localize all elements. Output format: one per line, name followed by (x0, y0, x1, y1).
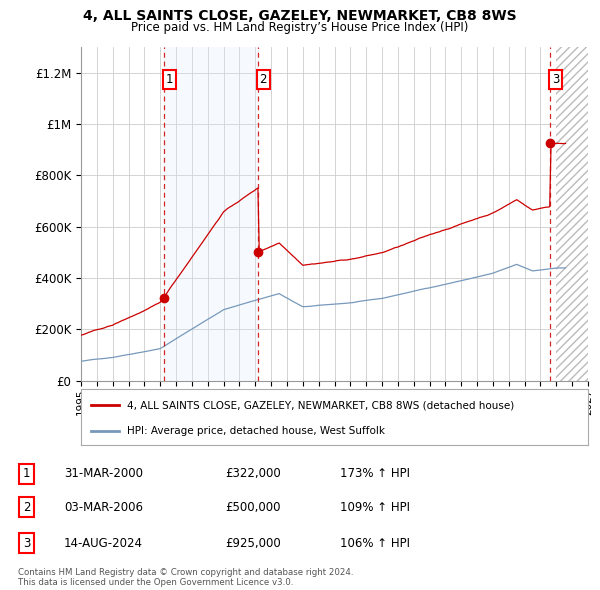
Text: 173% ↑ HPI: 173% ↑ HPI (340, 467, 410, 480)
Text: £925,000: £925,000 (225, 537, 281, 550)
Text: 2: 2 (260, 73, 267, 86)
Text: 4, ALL SAINTS CLOSE, GAZELEY, NEWMARKET, CB8 8WS (detached house): 4, ALL SAINTS CLOSE, GAZELEY, NEWMARKET,… (127, 400, 514, 410)
Bar (556, 47, 588, 381)
Text: Contains HM Land Registry data © Crown copyright and database right 2024.: Contains HM Land Registry data © Crown c… (18, 568, 353, 576)
Text: 106% ↑ HPI: 106% ↑ HPI (340, 537, 410, 550)
Text: £322,000: £322,000 (225, 467, 281, 480)
Text: Price paid vs. HM Land Registry’s House Price Index (HPI): Price paid vs. HM Land Registry’s House … (131, 21, 469, 34)
Bar (164, 47, 258, 381)
Text: 1: 1 (166, 73, 173, 86)
Text: 4, ALL SAINTS CLOSE, GAZELEY, NEWMARKET, CB8 8WS: 4, ALL SAINTS CLOSE, GAZELEY, NEWMARKET,… (83, 9, 517, 23)
Text: 3: 3 (552, 73, 559, 86)
Text: 31-MAR-2000: 31-MAR-2000 (64, 467, 143, 480)
Text: 03-MAR-2006: 03-MAR-2006 (64, 501, 143, 514)
Text: 3: 3 (23, 537, 30, 550)
Text: 14-AUG-2024: 14-AUG-2024 (64, 537, 143, 550)
Text: 109% ↑ HPI: 109% ↑ HPI (340, 501, 410, 514)
Text: HPI: Average price, detached house, West Suffolk: HPI: Average price, detached house, West… (127, 427, 385, 437)
Text: This data is licensed under the Open Government Licence v3.0.: This data is licensed under the Open Gov… (18, 578, 293, 587)
Text: 2: 2 (23, 501, 30, 514)
Text: £500,000: £500,000 (225, 501, 281, 514)
Text: 1: 1 (23, 467, 30, 480)
